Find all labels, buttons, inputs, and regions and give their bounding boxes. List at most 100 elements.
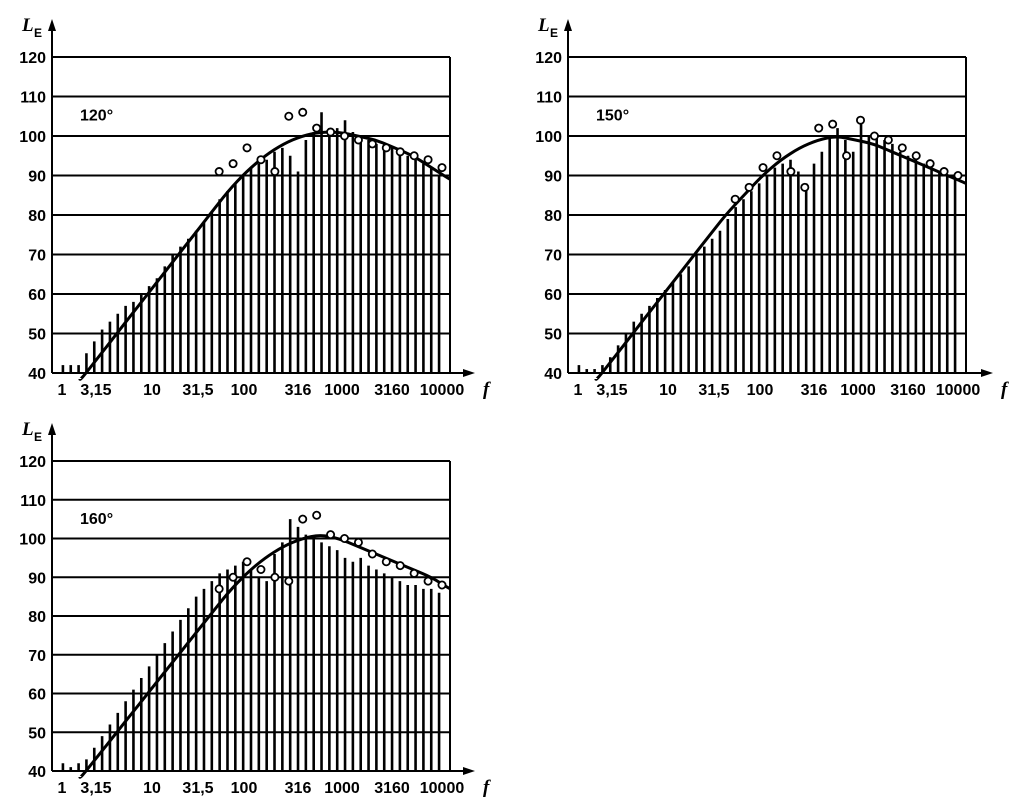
- data-marker: [353, 135, 363, 145]
- x-tick-label: 100: [231, 382, 258, 399]
- data-marker: [353, 537, 363, 547]
- data-marker: [395, 147, 405, 157]
- data-marker: [437, 163, 447, 173]
- data-marker: [911, 151, 921, 161]
- y-axis-title-subscript: E: [550, 26, 558, 40]
- y-tick-label: 40: [28, 764, 46, 781]
- fitted-curve: [594, 135, 968, 381]
- data-marker: [312, 510, 322, 520]
- y-tick-label: 110: [20, 90, 46, 107]
- x-tick-label: 3,15: [80, 780, 111, 797]
- y-tick-label: 120: [535, 50, 562, 67]
- x-tick-label: 316: [285, 382, 312, 399]
- x-tick-label: 31,5: [182, 382, 213, 399]
- y-tick-label: 70: [28, 648, 46, 665]
- x-axis-arrow: [463, 369, 475, 377]
- chart-panel-120-deg: 40 50 60 70 80 90 100 110 120 L Ef 1 3,15 10 31,5 100 31…: [19, 15, 491, 400]
- x-axis-title: f: [1001, 379, 1009, 400]
- y-tick-label: 100: [535, 129, 562, 146]
- y-tick-label: 90: [544, 169, 562, 186]
- x-tick-label: 316: [285, 780, 312, 797]
- data-marker: [256, 155, 266, 165]
- data-marker: [897, 143, 907, 153]
- data-marker: [256, 565, 266, 575]
- x-axis-title: f: [483, 777, 491, 797]
- x-tick-label: 1: [58, 780, 67, 797]
- data-marker: [367, 139, 377, 149]
- chart-panel-150-deg: 40 50 60 70 80 90 100 110 120 L Ef 1 3,15 10 31,5 100 31…: [535, 15, 1009, 400]
- data-marker: [214, 167, 224, 177]
- y-axis-arrow: [48, 423, 56, 435]
- x-tick-label: 10: [143, 382, 161, 399]
- data-marker: [758, 163, 768, 173]
- x-tick-label: 100: [231, 780, 258, 797]
- y-axis-title-subscript: E: [34, 430, 42, 444]
- data-marker: [828, 119, 838, 129]
- panel-angle-label: 120°: [80, 108, 113, 125]
- y-tick-label: 90: [28, 570, 46, 587]
- data-marker: [925, 159, 935, 169]
- data-marker: [298, 514, 308, 524]
- data-marker: [409, 568, 419, 578]
- data-marker: [284, 111, 294, 121]
- x-tick-label: 1: [58, 382, 67, 399]
- y-axis-arrow: [48, 19, 56, 31]
- data-marker: [381, 143, 391, 153]
- y-tick-label: 50: [28, 725, 46, 742]
- data-marker: [228, 572, 238, 582]
- x-tick-label: 1000: [324, 780, 360, 797]
- x-tick-label: 1: [574, 382, 583, 399]
- x-tick-label: 10: [659, 382, 677, 399]
- data-marker: [939, 167, 949, 177]
- y-tick-label: 60: [544, 287, 562, 304]
- data-marker: [367, 549, 377, 559]
- chart-panel-160-deg: 40 50 60 70 80 90 100 110 120 L Ef 1 3,15 10 31,5 100 31…: [19, 419, 491, 797]
- data-marker: [228, 159, 238, 169]
- x-tick-label: 3160: [374, 780, 410, 797]
- y-tick-label: 120: [19, 454, 46, 471]
- x-axis-arrow: [981, 369, 993, 377]
- x-tick-label: 1000: [840, 382, 876, 399]
- data-marker: [340, 534, 350, 544]
- data-marker: [772, 151, 782, 161]
- y-tick-label: 70: [544, 248, 562, 265]
- y-tick-label: 40: [544, 366, 562, 383]
- data-marker: [437, 580, 447, 590]
- y-tick-label: 120: [19, 50, 46, 67]
- data-marker: [326, 530, 336, 540]
- x-tick-label: 10000: [420, 780, 465, 797]
- x-axis-title: f: [483, 379, 491, 400]
- data-marker: [340, 131, 350, 141]
- y-tick-label: 110: [536, 90, 562, 107]
- y-tick-label: 80: [544, 208, 562, 225]
- data-marker: [270, 572, 280, 582]
- y-axis-arrow: [564, 19, 572, 31]
- y-tick-label: 80: [28, 609, 46, 626]
- data-marker: [814, 123, 824, 133]
- x-tick-label: 31,5: [182, 780, 213, 797]
- y-axis-title-subscript: E: [34, 26, 42, 40]
- data-marker: [423, 576, 433, 586]
- data-marker: [800, 182, 810, 192]
- data-marker: [298, 107, 308, 117]
- data-marker: [869, 131, 879, 141]
- data-marker: [786, 167, 796, 177]
- x-tick-label: 10: [143, 780, 161, 797]
- y-tick-label: 50: [544, 327, 562, 344]
- y-tick-label: 70: [28, 248, 46, 265]
- panel-angle-label: 150°: [596, 108, 629, 125]
- data-marker: [312, 123, 322, 133]
- data-marker: [842, 151, 852, 161]
- data-marker: [242, 557, 252, 567]
- data-marker: [395, 561, 405, 571]
- x-tick-label: 316: [801, 382, 828, 399]
- data-marker: [381, 557, 391, 567]
- data-marker: [423, 155, 433, 165]
- fitted-curve: [78, 130, 451, 381]
- y-axis-title: L: [21, 419, 34, 440]
- y-tick-label: 80: [28, 208, 46, 225]
- x-tick-label: 10000: [420, 382, 465, 399]
- data-marker: [242, 143, 252, 153]
- data-marker: [214, 584, 224, 594]
- y-tick-label: 60: [28, 287, 46, 304]
